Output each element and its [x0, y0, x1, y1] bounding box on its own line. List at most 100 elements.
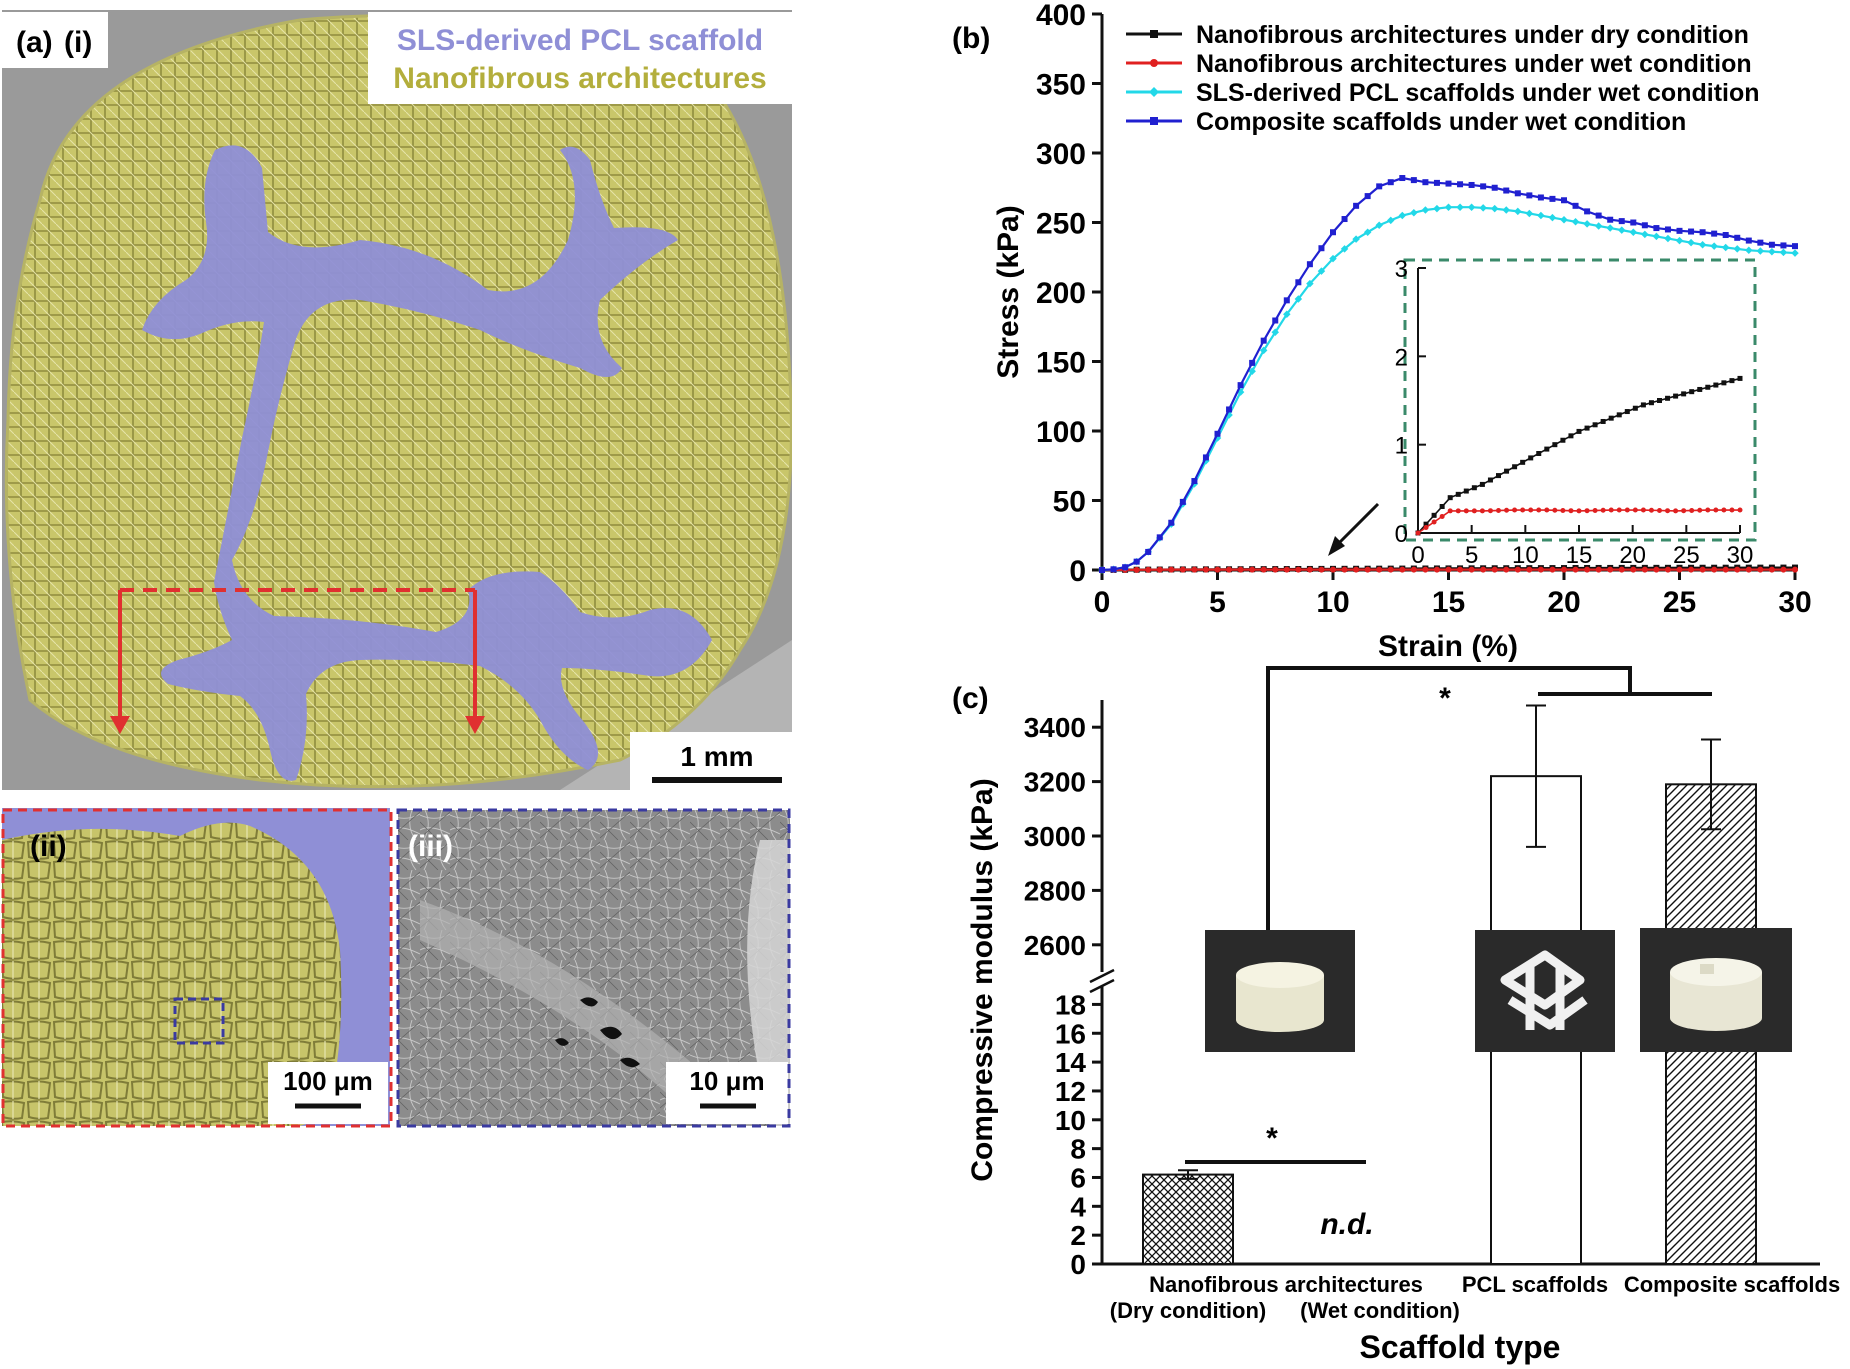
b-data-point [1272, 317, 1279, 324]
b-x-tick-label: 10 [1316, 586, 1349, 619]
inset-data-point [1648, 507, 1654, 513]
inset-data-point [1673, 393, 1679, 399]
c-cat-wet: (Wet condition) [1300, 1298, 1460, 1323]
inset-data-point [1431, 519, 1437, 525]
b-data-point [1226, 566, 1233, 573]
b-data-point [1699, 229, 1706, 236]
b-legend-marker [1150, 59, 1158, 67]
b-data-point [1156, 566, 1163, 573]
b-data-point [1630, 219, 1637, 226]
b-data-point [1721, 243, 1730, 252]
inset-data-point [1584, 425, 1590, 431]
b-legend-marker [1150, 117, 1158, 125]
inset-data-point [1576, 508, 1582, 514]
b-y-label: Stress (kPa) [992, 205, 1025, 378]
b-data-point [1318, 245, 1325, 252]
inset-data-point [1584, 508, 1590, 514]
b-data-point [1133, 558, 1140, 565]
c-y-tick-label: 3400 [1024, 712, 1086, 743]
b-data-point [1792, 566, 1798, 573]
b-data-point [1688, 566, 1695, 573]
b-legend: Nanofibrous architectures under dry cond… [1126, 21, 1760, 136]
inset-data-point [1624, 409, 1630, 415]
b-data-point [1248, 367, 1256, 375]
b-data-point [1641, 566, 1648, 573]
b-y-tick-label: 250 [1036, 208, 1086, 241]
b-data-point [1514, 566, 1521, 573]
b-data-point [1306, 261, 1313, 268]
inset-y-tick-label: 0 [1395, 521, 1408, 548]
inset-x-tick-label: 15 [1566, 542, 1593, 569]
panel-ii-nanofibrous [2, 822, 342, 1126]
b-data-point [1711, 230, 1718, 237]
inset-data-point [1681, 508, 1687, 514]
b-data-point [1768, 247, 1776, 256]
b-y-tick-label: 0 [1069, 555, 1086, 588]
inset-data-point [1455, 508, 1461, 514]
b-data-point [1387, 179, 1394, 186]
b-data-point [1641, 222, 1648, 229]
b-data-point [1202, 566, 1209, 573]
inset-data-point [1632, 405, 1638, 411]
b-data-point [1122, 564, 1129, 571]
c-cat-composite: Composite scaffolds [1624, 1272, 1840, 1297]
inset-data-point [1544, 507, 1550, 513]
b-data-point [1376, 183, 1383, 190]
inset-y-tick-label: 1 [1395, 433, 1408, 460]
b-data-point [1722, 232, 1729, 239]
panel-a-i-label: (i) [64, 26, 92, 59]
b-data-point [1364, 193, 1371, 200]
b-data-point [1792, 243, 1798, 250]
inset-x-tick-label: 25 [1673, 542, 1700, 569]
b-x-tick-label: 30 [1778, 586, 1811, 619]
inset-data-point [1640, 507, 1646, 513]
b-data-point [1734, 566, 1741, 573]
inset-data-point [1536, 451, 1542, 456]
c-cat-dry: (Dry condition) [1110, 1298, 1266, 1323]
inset-data-point [1705, 384, 1711, 390]
b-legend-entry: Nanofibrous architectures under wet cond… [1196, 50, 1752, 78]
b-data-point [1584, 566, 1591, 573]
b-data-point [1410, 566, 1417, 573]
inset-data-point [1431, 512, 1437, 518]
b-data-point [1490, 204, 1499, 213]
b-data-point [1572, 202, 1579, 209]
b-data-point [1514, 190, 1521, 197]
b-data-point [1607, 216, 1614, 223]
b-data-point [1168, 566, 1175, 573]
b-data-point [1330, 566, 1336, 573]
b-data-point [1295, 566, 1302, 573]
inset-data-point [1697, 507, 1703, 513]
panel-ii-label: (ii) [30, 830, 67, 863]
inset-data-point [1616, 412, 1622, 418]
b-legend-marker [1150, 30, 1158, 38]
inset-data-point [1423, 521, 1429, 527]
legend-nanofibrous: Nanofibrous architectures [393, 62, 766, 95]
b-data-point [1214, 430, 1221, 437]
inset-data-point [1632, 507, 1638, 513]
b-data-point [1468, 181, 1475, 188]
b-data-point [1756, 247, 1765, 255]
b-inset: 0 5 10 15 20 25 30 0 1 2 3 [1395, 256, 1757, 569]
b-data-point [1295, 279, 1302, 286]
inset-data-point [1568, 433, 1574, 439]
b-data-point [1341, 216, 1348, 223]
b-data-point [1780, 242, 1787, 249]
b-data-point [1687, 238, 1695, 247]
inset-data-point [1689, 507, 1695, 513]
c-y-tick-label: 4 [1070, 1191, 1086, 1222]
b-data-point [1283, 297, 1290, 304]
inset-data-point [1552, 442, 1558, 448]
b-data-point [1340, 245, 1349, 253]
b-data-point [1133, 566, 1140, 573]
panel-ii-border [1, 808, 393, 1128]
b-x-tick-label: 20 [1547, 586, 1580, 619]
b-data-point [1537, 566, 1544, 573]
photo-nanofibrous [1205, 930, 1355, 1052]
b-data-point [1526, 192, 1533, 199]
panel-iii-pores [555, 997, 640, 1068]
inset-data-point [1528, 455, 1534, 461]
b-legend-entry: Composite scaffolds under wet condition [1196, 108, 1686, 136]
b-data-point [1445, 566, 1452, 573]
b-data-point [1421, 206, 1430, 214]
